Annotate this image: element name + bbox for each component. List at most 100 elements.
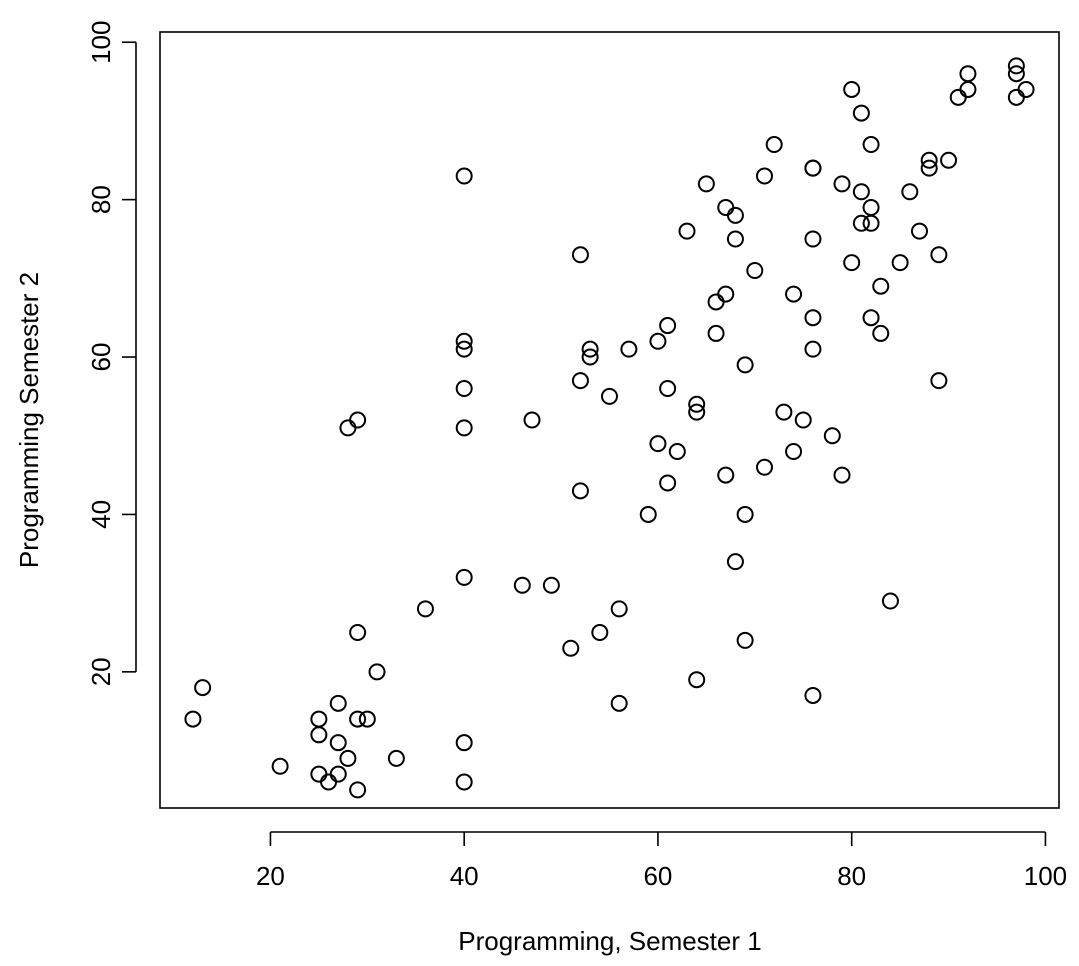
data-point bbox=[949, 88, 967, 106]
data-point bbox=[862, 309, 880, 327]
data-point bbox=[358, 710, 376, 728]
data-point bbox=[601, 387, 618, 405]
data-point bbox=[310, 710, 328, 728]
data-point bbox=[513, 576, 531, 594]
data-point bbox=[843, 254, 861, 272]
x-axis: 20 40 60 80 100 bbox=[256, 831, 1067, 891]
data-point bbox=[184, 710, 202, 728]
data-point bbox=[736, 631, 754, 649]
data-point bbox=[707, 293, 725, 311]
data-point bbox=[959, 80, 977, 98]
data-point bbox=[571, 246, 589, 264]
data-point bbox=[804, 309, 822, 327]
data-point bbox=[349, 781, 367, 799]
data-point bbox=[591, 623, 609, 641]
data-point bbox=[852, 104, 870, 122]
data-point bbox=[726, 206, 744, 224]
data-point bbox=[320, 773, 338, 791]
data-point bbox=[930, 246, 948, 264]
data-point bbox=[620, 340, 638, 358]
data-point bbox=[872, 277, 890, 295]
data-point bbox=[349, 710, 367, 728]
data-point bbox=[862, 136, 880, 154]
y-axis-title: Programming Semester 2 bbox=[14, 272, 44, 568]
data-point bbox=[455, 380, 473, 398]
data-point bbox=[649, 332, 667, 350]
data-point bbox=[804, 230, 822, 248]
data-point bbox=[688, 403, 706, 421]
data-point bbox=[339, 419, 357, 437]
data-point bbox=[862, 199, 880, 217]
data-point bbox=[1007, 57, 1025, 75]
data-point bbox=[571, 372, 589, 390]
x-axis-title: Programming, Semester 1 bbox=[458, 926, 761, 956]
data-point bbox=[765, 136, 783, 154]
plot-frame bbox=[159, 31, 1060, 809]
data-point bbox=[581, 340, 599, 358]
data-point bbox=[329, 734, 347, 752]
y-tick-label: 60 bbox=[86, 343, 116, 372]
data-point bbox=[329, 694, 347, 712]
data-point bbox=[416, 600, 434, 618]
data-point bbox=[833, 175, 851, 193]
data-point bbox=[194, 679, 212, 697]
data-point bbox=[843, 80, 861, 98]
y-tick-label: 20 bbox=[86, 657, 116, 686]
data-point bbox=[455, 332, 473, 350]
data-point bbox=[659, 380, 677, 398]
data-point bbox=[310, 726, 328, 744]
y-tick-label: 100 bbox=[86, 21, 116, 64]
data-point bbox=[794, 411, 812, 429]
x-tick-label: 60 bbox=[643, 861, 672, 891]
data-point bbox=[862, 214, 880, 232]
data-point bbox=[852, 183, 870, 201]
data-point bbox=[930, 372, 948, 390]
data-point bbox=[649, 435, 667, 453]
data-point bbox=[1017, 80, 1035, 98]
data-point bbox=[455, 773, 473, 791]
data-point bbox=[329, 765, 347, 783]
data-point bbox=[756, 458, 773, 476]
data-point bbox=[455, 167, 473, 185]
data-point bbox=[542, 576, 560, 594]
data-point bbox=[911, 222, 928, 240]
data-point bbox=[688, 671, 706, 689]
data-point bbox=[688, 395, 706, 413]
data-point bbox=[891, 254, 909, 272]
data-point bbox=[717, 199, 735, 217]
data-point bbox=[1007, 88, 1025, 106]
data-point bbox=[881, 592, 899, 610]
data-point bbox=[659, 474, 677, 492]
data-point bbox=[339, 749, 357, 767]
data-point bbox=[872, 324, 890, 342]
data-point bbox=[455, 568, 473, 586]
x-tick-label: 40 bbox=[450, 861, 479, 891]
data-point bbox=[901, 183, 919, 201]
data-point bbox=[833, 466, 851, 484]
data-point bbox=[785, 442, 803, 460]
data-point bbox=[562, 639, 580, 657]
y-tick-label: 80 bbox=[86, 185, 116, 214]
data-point bbox=[581, 348, 599, 366]
data-point bbox=[717, 466, 735, 484]
y-tick-label: 40 bbox=[86, 500, 116, 529]
data-point bbox=[571, 482, 589, 500]
data-point bbox=[707, 324, 725, 342]
data-point bbox=[349, 411, 367, 429]
data-point bbox=[726, 553, 744, 571]
data-point bbox=[736, 356, 754, 374]
data-point bbox=[678, 222, 696, 240]
data-point bbox=[1007, 65, 1025, 83]
data-point bbox=[271, 757, 289, 775]
data-point bbox=[349, 623, 367, 641]
data-points bbox=[184, 57, 1035, 799]
data-point bbox=[310, 765, 328, 783]
data-point bbox=[775, 403, 793, 421]
data-point bbox=[959, 65, 977, 83]
x-tick-label: 100 bbox=[1024, 861, 1067, 891]
data-point bbox=[804, 686, 822, 704]
x-tick-label: 20 bbox=[256, 861, 285, 891]
data-point bbox=[639, 505, 657, 523]
data-point bbox=[920, 151, 938, 169]
